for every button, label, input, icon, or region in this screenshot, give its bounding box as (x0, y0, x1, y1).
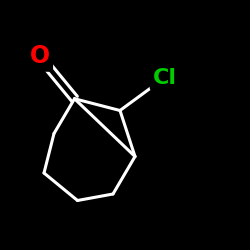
Text: Cl: Cl (153, 68, 177, 87)
Text: O: O (30, 44, 50, 68)
